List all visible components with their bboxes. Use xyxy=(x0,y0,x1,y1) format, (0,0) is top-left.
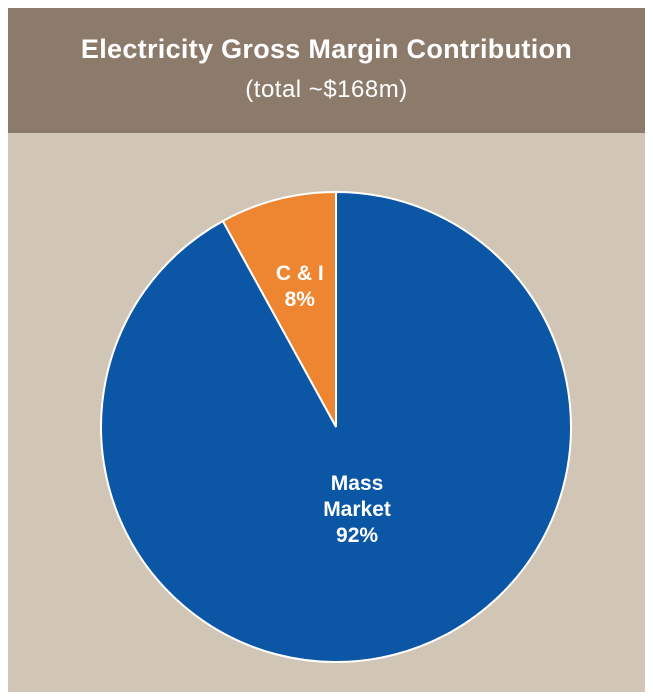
pie-slice-mass-market xyxy=(100,190,572,663)
slice-label-c-i: C & I 8% xyxy=(276,262,324,311)
chart-header: Electricity Gross Margin Contribution (t… xyxy=(8,8,645,133)
chart-frame: Electricity Gross Margin Contribution (t… xyxy=(8,8,645,692)
pie-chart: C & I 8% Mass Market 92% xyxy=(100,190,572,663)
chart-subtitle: (total ~$168m) xyxy=(245,76,408,103)
chart-title: Electricity Gross Margin Contribution xyxy=(80,34,573,64)
pie-slice-c-i xyxy=(221,190,337,428)
slice-label-mass-market: Mass Market 92% xyxy=(323,472,391,547)
